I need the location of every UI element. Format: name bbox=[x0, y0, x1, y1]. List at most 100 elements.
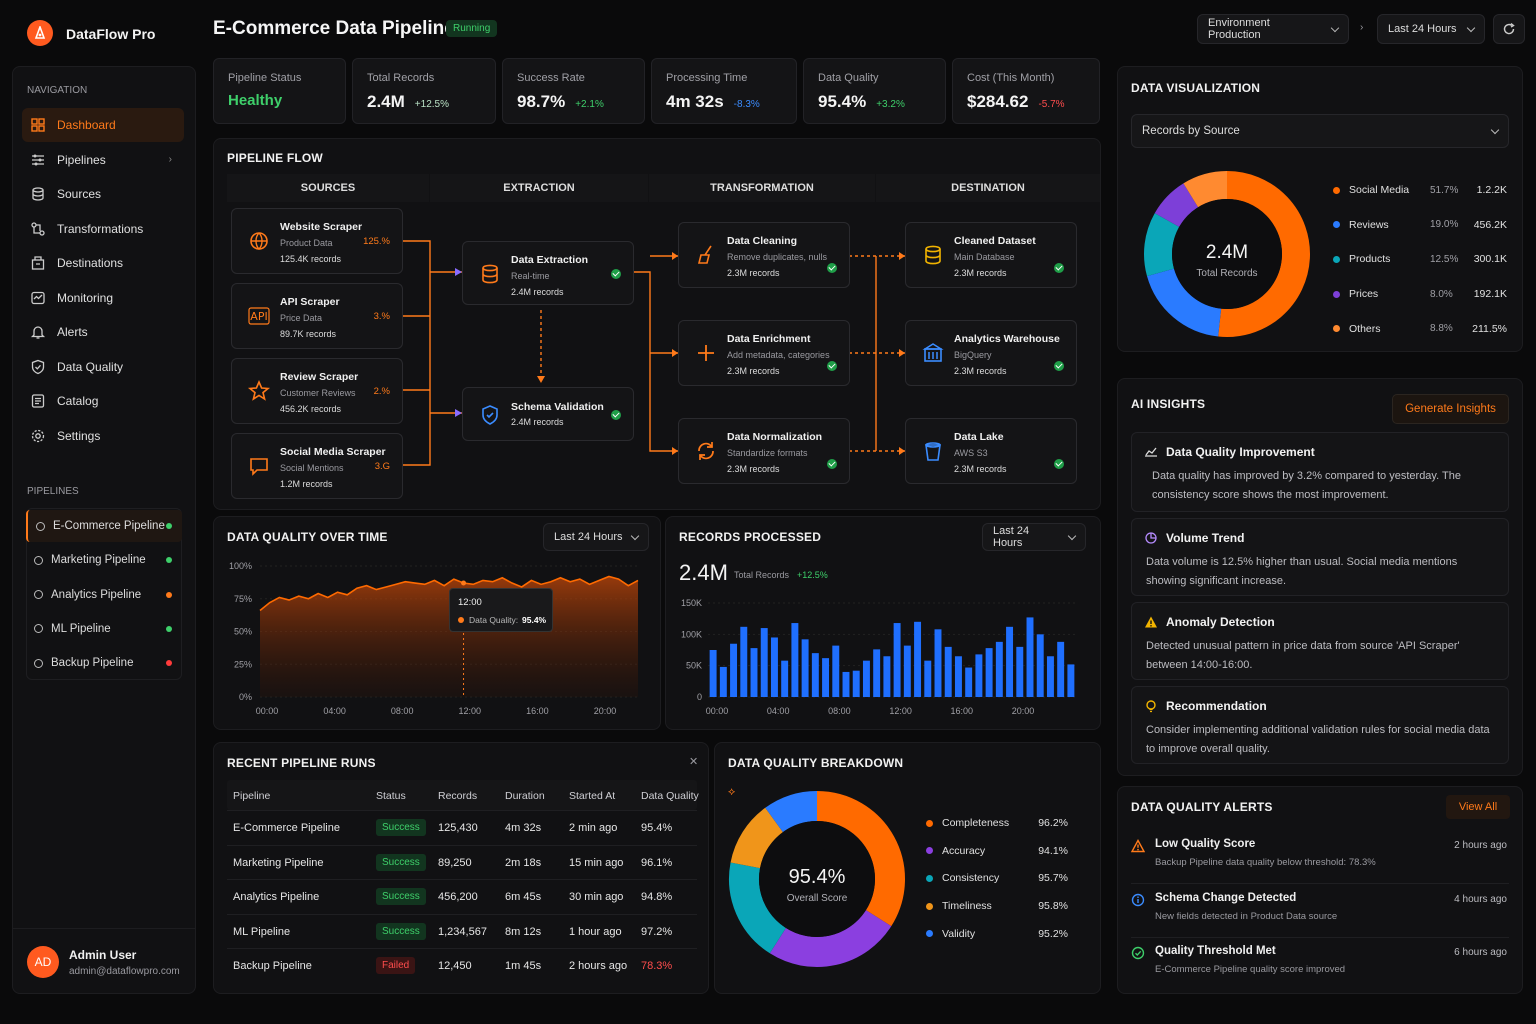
flow-node[interactable]: Data Cleaning Remove duplicates, nulls 2.3… bbox=[678, 222, 850, 288]
kpi-card: Pipeline Status Healthy bbox=[213, 58, 346, 124]
table-cell-records: 12,450 bbox=[438, 960, 472, 972]
insight-card[interactable]: Recommendation Consider implementing addi… bbox=[1131, 686, 1509, 764]
sidebar-item-label: Dashboard bbox=[57, 118, 116, 132]
kpi-value: Healthy bbox=[228, 92, 283, 109]
records-range-select[interactable]: Last 24 Hours bbox=[982, 523, 1086, 551]
flow-node-records: 125.4K records bbox=[280, 254, 342, 264]
table-header-cell: Pipeline bbox=[233, 790, 271, 802]
flow-node-subtitle: Real-time bbox=[511, 271, 550, 281]
database-icon bbox=[475, 259, 505, 289]
records-total-label: Total Records bbox=[734, 570, 790, 580]
legend-swatch bbox=[1333, 290, 1340, 298]
legend-label: Validity bbox=[942, 927, 976, 940]
sidebar-item-catalog[interactable]: Catalog bbox=[22, 384, 184, 418]
bar bbox=[781, 660, 789, 697]
alerts-panel bbox=[1117, 786, 1523, 994]
avatar[interactable]: AD bbox=[27, 946, 59, 978]
insight-card[interactable]: Volume Trend Data volume is 12.5% higher … bbox=[1131, 518, 1509, 596]
sidebar-item-alerts[interactable]: Alerts bbox=[22, 315, 184, 349]
pipeline-nav-item[interactable]: Analytics Pipeline bbox=[26, 579, 182, 611]
nav-heading: NAVIGATION bbox=[27, 85, 88, 96]
donut-slice bbox=[1144, 213, 1180, 277]
legend-label: Social Media bbox=[1349, 184, 1410, 196]
pipeline-nav-item[interactable]: ML Pipeline bbox=[26, 613, 182, 645]
tooltip-label: Data Quality: bbox=[469, 615, 519, 625]
flow-node[interactable]: Data Extraction Real-time 2.4M records bbox=[462, 241, 634, 305]
legend-value: 1.2.2K bbox=[1476, 184, 1507, 196]
sidebar-divider bbox=[12, 928, 196, 929]
legend-label: Completeness bbox=[942, 817, 1010, 829]
status-badge: Success bbox=[376, 922, 426, 940]
flow-node-subtitle: Social Mentions bbox=[280, 463, 344, 473]
flow-node[interactable]: Website Scraper Product Data 125.4K record… bbox=[231, 208, 403, 274]
flow-column-header: EXTRACTION bbox=[430, 174, 648, 202]
sidebar-item-label: Transformations bbox=[57, 221, 144, 236]
table-row[interactable]: Backup Pipeline Failed 12,450 1m 45s 2 hours… bbox=[227, 948, 697, 982]
refresh-button[interactable] bbox=[1493, 14, 1525, 44]
view-all-button[interactable]: View All bbox=[1446, 795, 1510, 819]
table-row[interactable]: ML Pipeline Success 1,234,567 8m 12s 1 hour … bbox=[227, 913, 697, 948]
flow-node[interactable]: Data Enrichment Add metadata, categories 2… bbox=[678, 320, 850, 386]
sidebar-item-pipelines[interactable]: Pipelines › bbox=[22, 143, 184, 177]
chevron-down-icon bbox=[1067, 531, 1077, 540]
flow-node[interactable]: Social Media Scraper Social Mentions 1.2M … bbox=[231, 433, 403, 499]
sidebar-item-dashboard[interactable]: Dashboard bbox=[22, 108, 184, 142]
alert-item[interactable]: Quality Threshold Met E-Commerce Pipeline… bbox=[1131, 941, 1509, 991]
quality-range-select[interactable]: Last 24 Hours bbox=[543, 523, 649, 551]
table-cell-started: 2 min ago bbox=[569, 822, 618, 834]
pipeline-nav-label: Marketing Pipeline bbox=[51, 554, 146, 567]
flow-node[interactable]: Review Scraper Customer Reviews 456.2K rec… bbox=[231, 358, 403, 424]
sidebar-item-sources[interactable]: Sources bbox=[22, 177, 184, 211]
database-icon bbox=[918, 240, 948, 270]
app-logo[interactable] bbox=[27, 20, 53, 46]
table-row[interactable]: Analytics Pipeline Success 456,200 6m 45s 30… bbox=[227, 879, 697, 913]
environment-select[interactable]: Environment Production bbox=[1197, 14, 1349, 44]
alert-title: Low Quality Score bbox=[1155, 838, 1256, 850]
donut-slice bbox=[769, 909, 892, 967]
bar bbox=[995, 641, 1003, 697]
flow-node-title: Analytics Warehouse bbox=[954, 333, 1060, 345]
sidebar-item-transformations[interactable]: Transformations bbox=[22, 212, 184, 246]
table-row[interactable]: E-Commerce Pipeline Success 125,430 4m 32s 2… bbox=[227, 810, 697, 844]
legend-item: Products 12.5% 300.1K bbox=[1333, 253, 1509, 265]
flow-node[interactable]: Schema Validation 2.4M records bbox=[462, 387, 634, 441]
sidebar-item-data-quality[interactable]: Data Quality bbox=[22, 350, 184, 384]
pipeline-nav-item[interactable]: Marketing Pipeline bbox=[26, 544, 182, 576]
flow-node[interactable]: API API Scraper Price Data 89.7K records 3.% bbox=[231, 283, 403, 349]
viz-selector[interactable]: Records by Source bbox=[1131, 114, 1509, 148]
generate-insights-button[interactable]: Generate Insights bbox=[1392, 394, 1509, 424]
pipeline-nav-item[interactable]: Backup Pipeline bbox=[26, 647, 182, 679]
flow-node[interactable]: Cleaned Dataset Main Database 2.3M records bbox=[905, 222, 1077, 288]
sidebar-item-destinations[interactable]: Destinations bbox=[22, 246, 184, 280]
legend-percent: 51.7% bbox=[1430, 184, 1459, 196]
kpi-value: 4m 32s bbox=[666, 92, 724, 111]
legend-value: 211.5% bbox=[1472, 322, 1507, 335]
status-badge: Running bbox=[446, 20, 498, 37]
time-range-select[interactable]: Last 24 Hours bbox=[1377, 14, 1485, 44]
flow-node[interactable]: Data Lake AWS S3 2.3M records bbox=[905, 418, 1077, 484]
x-tick-label: 12:00 bbox=[889, 706, 912, 716]
kpi-change: +2.1% bbox=[575, 99, 604, 110]
kpi-value: $284.62 bbox=[967, 92, 1029, 111]
flow-node[interactable]: Data Normalization Standardize formats 2.3… bbox=[678, 418, 850, 484]
donut-center-label: Overall Score bbox=[787, 893, 848, 904]
table-cell-records: 456,200 bbox=[438, 891, 478, 903]
bell-icon bbox=[30, 324, 46, 340]
collapse-icon[interactable]: ✕ bbox=[689, 756, 699, 768]
flow-node[interactable]: Analytics Warehouse BigQuery 2.3M records bbox=[905, 320, 1077, 386]
sidebar-item-monitoring[interactable]: Monitoring bbox=[22, 281, 184, 315]
alert-item[interactable]: Low Quality Score Backup Pipeline data qu… bbox=[1130, 834, 1509, 884]
status-badge: Failed bbox=[376, 957, 416, 974]
donut-slice bbox=[1218, 171, 1310, 337]
table-row[interactable]: Marketing Pipeline Success 89,250 2m 18s 15 … bbox=[227, 844, 697, 879]
flame-icon bbox=[34, 26, 46, 39]
table-cell-started: 1 hour ago bbox=[569, 925, 622, 938]
alert-item[interactable]: Schema Change Detected New fields detecte… bbox=[1131, 888, 1509, 938]
insight-card[interactable]: Anomaly Detection Detected unusual patter… bbox=[1131, 602, 1509, 680]
table-cell-duration: 8m 12s bbox=[505, 925, 542, 938]
sidebar-item-settings[interactable]: Settings bbox=[22, 419, 184, 453]
insight-card[interactable]: Data Quality Improvement Data quality has… bbox=[1131, 432, 1509, 512]
table-cell-started: 15 min ago bbox=[569, 856, 624, 869]
flow-node-title: Data Cleaning bbox=[727, 235, 798, 247]
pipeline-nav-item[interactable]: E-Commerce Pipeline bbox=[26, 510, 182, 542]
